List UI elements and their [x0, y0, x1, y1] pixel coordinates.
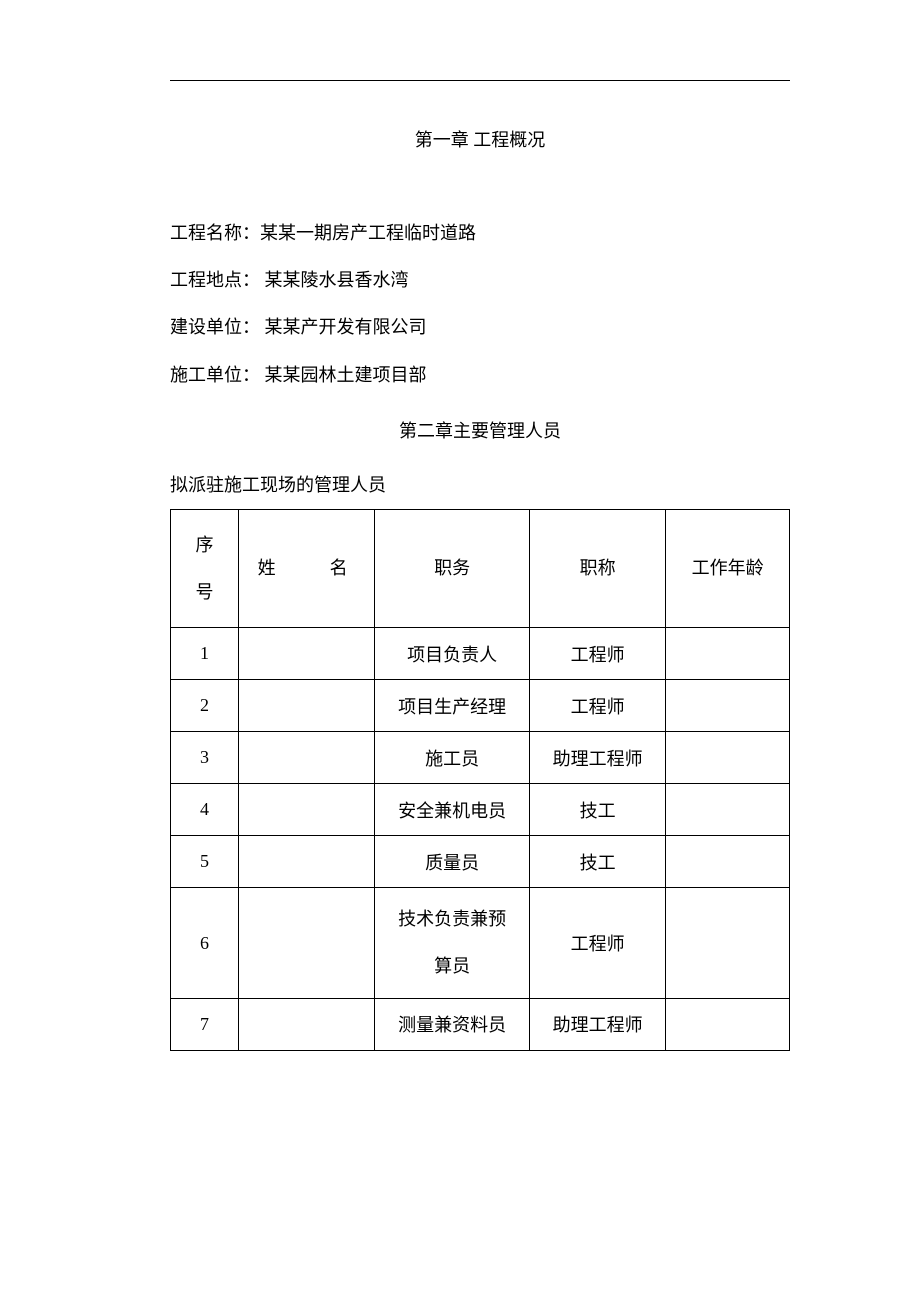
cell-position: 质量员	[375, 836, 530, 888]
cell-title: 技工	[530, 784, 666, 836]
cell-title: 助理工程师	[530, 998, 666, 1050]
header-name-text: 姓 名	[239, 533, 374, 604]
cell-years	[666, 888, 790, 999]
cell-name	[239, 784, 375, 836]
cell-name	[239, 888, 375, 999]
cell-name	[239, 732, 375, 784]
cell-seq: 4	[171, 784, 239, 836]
header-title-text: 职称	[530, 533, 665, 604]
table-header-row: 序号 姓 名 职务 职称 工作年龄	[171, 509, 790, 628]
cell-title: 工程师	[530, 888, 666, 999]
construction-unit-label: 建设单位：	[170, 317, 260, 337]
project-location-line: 工程地点： 某某陵水县香水湾	[170, 259, 790, 302]
table-row: 2 项目生产经理 工程师	[171, 680, 790, 732]
contractor-line: 施工单位： 某某园林土建项目部	[170, 354, 790, 397]
cell-years	[666, 836, 790, 888]
cell-title: 技工	[530, 836, 666, 888]
cell-position: 项目生产经理	[375, 680, 530, 732]
cell-years	[666, 732, 790, 784]
cell-position: 测量兼资料员	[375, 998, 530, 1050]
cell-position: 施工员	[375, 732, 530, 784]
cell-seq: 6	[171, 888, 239, 999]
project-name-label: 工程名称：	[170, 223, 260, 243]
cell-position: 安全兼机电员	[375, 784, 530, 836]
header-years-text: 工作年龄	[666, 533, 789, 604]
header-years: 工作年龄	[666, 509, 790, 628]
cell-seq: 2	[171, 680, 239, 732]
header-position: 职务	[375, 509, 530, 628]
cell-name	[239, 628, 375, 680]
construction-unit-line: 建设单位： 某某产开发有限公司	[170, 306, 790, 349]
chapter-2-title: 第二章主要管理人员	[170, 417, 790, 443]
cell-position-text: 技术负责兼预算员	[375, 888, 529, 998]
header-seq-text: 序号	[171, 510, 238, 628]
header-rule	[170, 80, 790, 81]
project-name-line: 工程名称：某某一期房产工程临时道路	[170, 212, 790, 255]
construction-unit-value: 某某产开发有限公司	[260, 317, 427, 337]
document-page: 第一章 工程概况 工程名称：某某一期房产工程临时道路 工程地点： 某某陵水县香水…	[0, 0, 920, 1131]
cell-name	[239, 680, 375, 732]
cell-years	[666, 680, 790, 732]
header-title: 职称	[530, 509, 666, 628]
cell-seq: 5	[171, 836, 239, 888]
project-location-value: 某某陵水县香水湾	[260, 270, 409, 290]
project-location-label: 工程地点：	[170, 270, 260, 290]
cell-name	[239, 998, 375, 1050]
table-row: 1 项目负责人 工程师	[171, 628, 790, 680]
table-row: 6 技术负责兼预算员 工程师	[171, 888, 790, 999]
cell-seq: 7	[171, 998, 239, 1050]
cell-years	[666, 628, 790, 680]
project-name-value: 某某一期房产工程临时道路	[260, 223, 476, 243]
table-row: 5 质量员 技工	[171, 836, 790, 888]
header-position-text: 职务	[375, 533, 529, 604]
cell-position: 项目负责人	[375, 628, 530, 680]
cell-seq: 1	[171, 628, 239, 680]
table-row: 7 测量兼资料员 助理工程师	[171, 998, 790, 1050]
header-seq: 序号	[171, 509, 239, 628]
cell-name	[239, 836, 375, 888]
chapter-1-title: 第一章 工程概况	[170, 126, 790, 152]
cell-title: 工程师	[530, 680, 666, 732]
cell-position: 技术负责兼预算员	[375, 888, 530, 999]
cell-title: 工程师	[530, 628, 666, 680]
contractor-value: 某某园林土建项目部	[260, 365, 427, 385]
cell-years	[666, 784, 790, 836]
table-row: 4 安全兼机电员 技工	[171, 784, 790, 836]
cell-seq: 3	[171, 732, 239, 784]
chapter-2-subtitle: 拟派驻施工现场的管理人员	[170, 471, 790, 497]
table-row: 3 施工员 助理工程师	[171, 732, 790, 784]
cell-title: 助理工程师	[530, 732, 666, 784]
contractor-label: 施工单位：	[170, 365, 260, 385]
table-body: 1 项目负责人 工程师 2 项目生产经理 工程师 3 施工员 助理工程师	[171, 628, 790, 1051]
personnel-table: 序号 姓 名 职务 职称 工作年龄 1 项目负责人 工程师 2 项目生产经理 工…	[170, 509, 790, 1051]
cell-years	[666, 998, 790, 1050]
header-name: 姓 名	[239, 509, 375, 628]
